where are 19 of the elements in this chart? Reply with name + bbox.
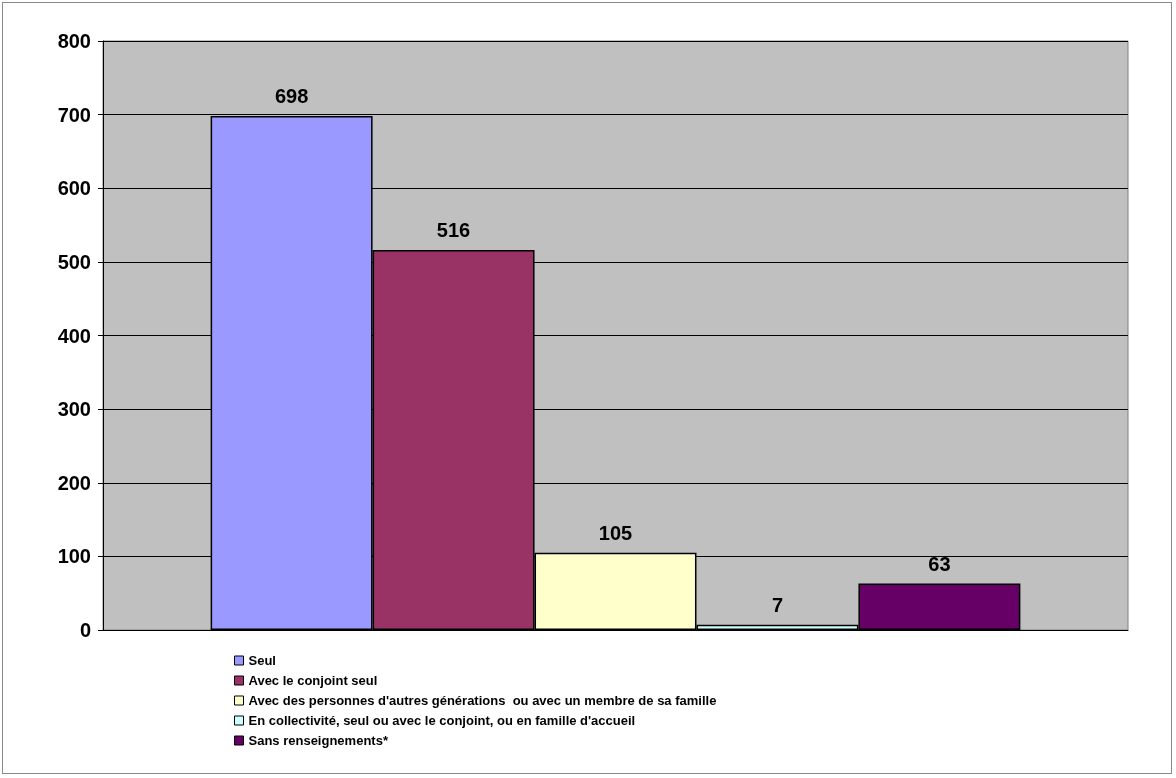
- legend-label: En collectivité, seul ou avec le conjoint, ou en famille d'accueil: [248, 713, 636, 728]
- legend-label: Avec le conjoint seul: [248, 673, 378, 688]
- data-label: 63: [928, 552, 951, 575]
- data-label: 698: [274, 85, 309, 108]
- y-tick-label: 800: [57, 30, 91, 52]
- data-label: 7: [771, 593, 784, 616]
- y-tick-label: 100: [57, 545, 91, 568]
- legend-label: Avec des personnes d'autres générations ou avec un membre de sa famille: [248, 693, 717, 708]
- y-tick-label: 500: [57, 250, 91, 273]
- legend-label: Sans renseignements*: [248, 733, 389, 748]
- legend-label: Seul: [248, 653, 276, 668]
- y-tick-label: 700: [57, 103, 91, 126]
- data-label: 516: [436, 219, 471, 242]
- data-label: 105: [598, 521, 633, 544]
- y-tick-label: 600: [57, 177, 91, 200]
- y-tick-label: 200: [57, 471, 91, 494]
- y-tick-label: 400: [57, 324, 91, 347]
- y-tick-label: 0: [79, 619, 91, 641]
- y-tick-label: 300: [57, 398, 91, 421]
